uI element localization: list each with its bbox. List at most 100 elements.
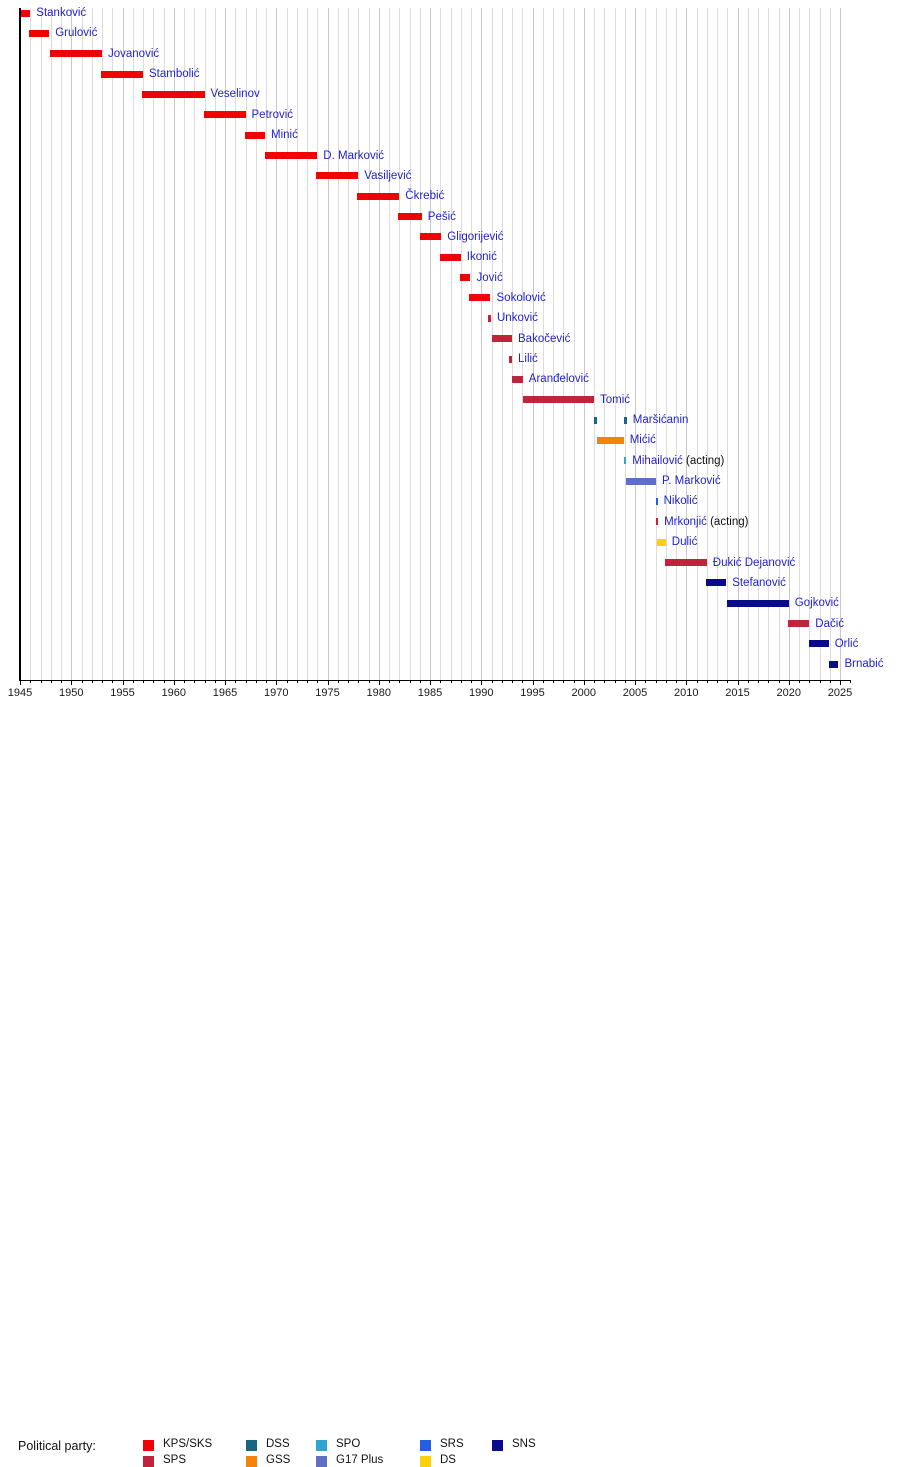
gridline [665,8,667,680]
minor-tick [153,680,155,683]
axis-tick-label: 1990 [469,687,494,699]
gridline [553,8,554,680]
gridline [501,8,503,680]
gridline [809,8,811,680]
person-name: Maršićanin [632,414,689,426]
person-name: Ikonić [466,251,497,264]
minor-tick [235,680,237,683]
axis-tick-label: 1960 [161,687,187,699]
minor-tick [624,680,626,683]
term-bar [656,538,666,546]
gridline [399,8,401,680]
major-tick [481,680,483,685]
gridline [112,8,114,680]
minor-tick [542,680,544,683]
gridline [532,8,534,680]
gridline [573,8,575,680]
legend-swatch [420,1456,431,1467]
gridline [717,8,718,680]
person-name: Lilić [518,353,538,365]
person-label: Jovanović [108,46,159,62]
gridline [389,8,390,680]
person-name: Dulić [671,536,698,549]
minor-tick [307,680,308,683]
person-name: Veselinov [210,88,260,101]
minor-tick [214,680,216,683]
minor-tick [850,680,852,683]
person-name: Grulović [55,27,98,40]
legend-swatch [246,1456,257,1467]
legend-swatch [246,1440,257,1451]
gridline [255,8,257,680]
person-name: Nikolić [663,495,698,508]
gridline [61,8,62,680]
person-label: Dulić [672,534,698,550]
gridline [737,8,739,680]
major-tick [788,680,790,685]
person-name: Gligorijević [447,230,504,243]
gridline [368,8,370,680]
gridline [460,8,462,680]
minor-tick [655,680,657,683]
legend-swatch [316,1440,327,1451]
minor-tick [194,680,196,683]
gridline [747,8,749,680]
gridline [430,8,431,680]
axis-tick-label: 1975 [315,687,340,699]
person-name: Aranđelović [528,373,589,386]
person-label: D. Marković [323,148,384,164]
major-tick [20,680,21,685]
minor-tick [747,680,749,683]
gridline [778,8,780,680]
person-name: Orlić [834,637,859,650]
gridline [799,8,800,680]
person-name: Dačić [815,617,845,630]
gridline [686,8,688,680]
person-label: Bakočević [518,331,570,347]
gridline [348,8,349,680]
minor-tick [204,680,206,683]
minor-tick [717,680,718,683]
person-label: P. Marković [662,473,721,489]
acting-suffix: (acting) [682,454,725,467]
term-bar [316,172,359,180]
term-bar [522,396,594,404]
minor-tick [389,680,390,683]
person-name: Mihailović [632,454,683,467]
term-bar [597,436,624,444]
person-name: Vasiljević [364,169,412,182]
term-bar [624,416,627,424]
person-label: Gojković [795,595,839,611]
term-bar [665,559,707,566]
major-tick [173,680,175,685]
minor-tick [132,680,134,683]
legend-label: KPS/SKS [163,1438,213,1450]
gridline [30,8,32,680]
minor-tick [419,680,421,683]
gridline [676,8,677,680]
term-bar [49,50,102,58]
axis-tick-label: 1950 [59,687,84,699]
gridline [245,8,247,680]
major-tick [430,680,431,685]
gridline [204,8,206,680]
term-bar [594,416,597,424]
gridline [235,8,237,680]
minor-tick [778,680,780,683]
person-name: P. Marković [662,475,721,488]
person-label: Vasiljević [364,168,411,184]
axis-tick-label: 2005 [622,687,648,699]
gridline [635,8,636,680]
minor-tick [594,680,595,683]
major-tick [840,680,841,685]
term-bar [727,599,789,607]
axis-tick-label: 1985 [417,687,443,699]
axis-tick-label: 2025 [827,687,853,699]
minor-tick [450,680,452,683]
minor-tick [184,680,185,683]
gridline [727,8,729,680]
gridline [840,8,841,680]
gridline [788,8,790,680]
minor-tick [819,680,821,683]
major-tick [122,680,124,685]
